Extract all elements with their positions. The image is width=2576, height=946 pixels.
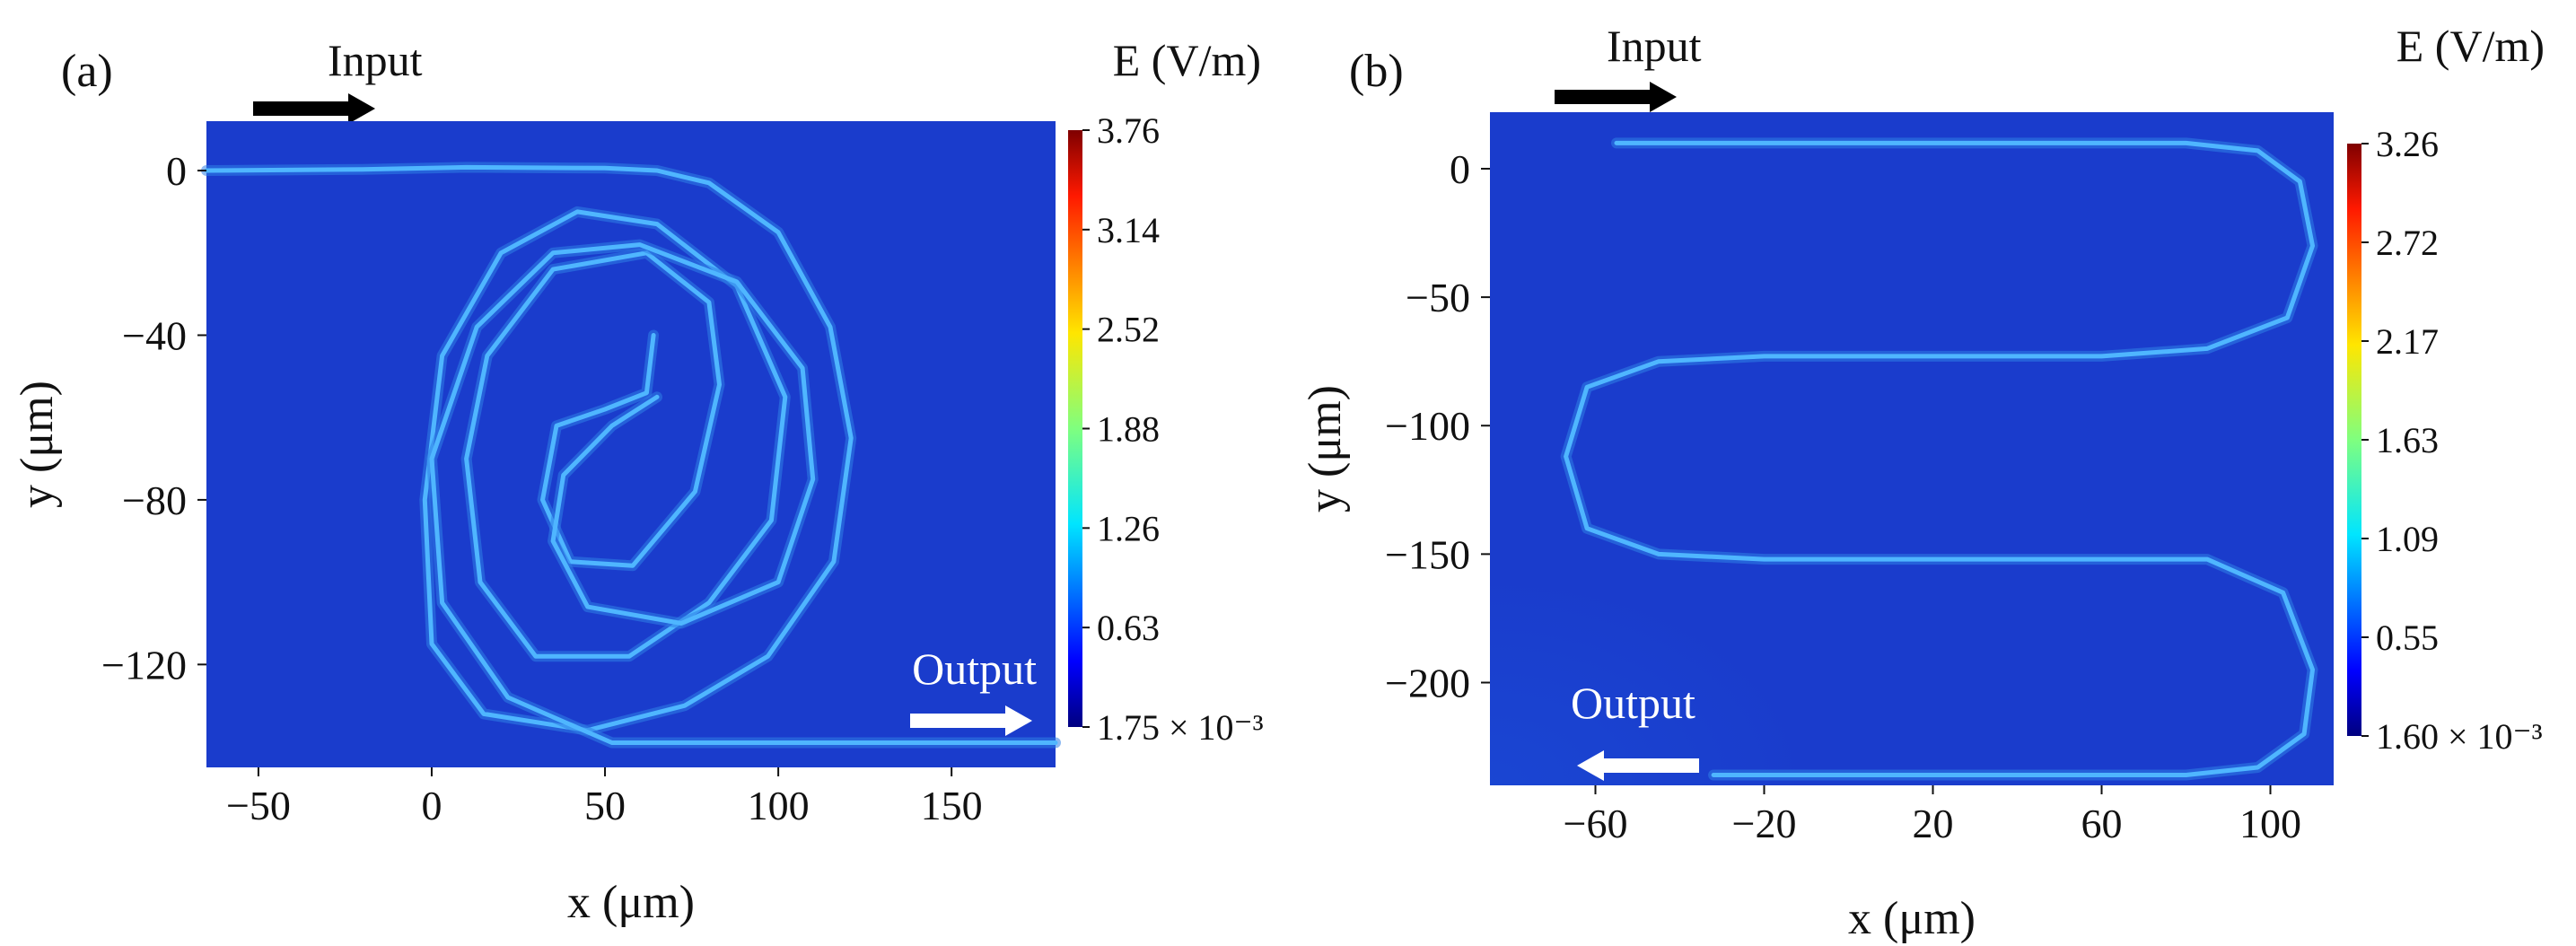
y-tick-label: −80 <box>122 477 187 523</box>
y-tick-label: 0 <box>1450 146 1470 192</box>
x-tick-label: −60 <box>1564 801 1628 846</box>
x-tick-label: 100 <box>2239 801 2301 846</box>
colorbar-tick-label: 0.55 <box>2376 618 2439 658</box>
colorbar-tick-label: 1.26 <box>1097 508 1160 548</box>
y-tick-label: −40 <box>122 312 187 358</box>
x-tick-label: 60 <box>2081 801 2123 846</box>
colorbar-tick-label: 3.76 <box>1097 110 1160 151</box>
x-tick-label: 100 <box>748 783 810 828</box>
panel-b-x-axis-label: x (μm) <box>1848 893 1976 944</box>
panel-b-ticks: −60 −20 20 60 100 0 −50 −100 −150 −200 <box>1385 146 2301 846</box>
panel-a-colorbar <box>1068 130 1082 727</box>
x-tick-label: 150 <box>921 783 983 828</box>
y-tick-label: −120 <box>101 642 187 688</box>
panel-a-y-axis-label: y (μm) <box>12 381 63 508</box>
y-tick-label: −200 <box>1385 660 1470 705</box>
colorbar-tick-label: 1.75 × 10⁻³ <box>1097 707 1264 748</box>
panel-b-output-glow <box>1490 574 1813 785</box>
panel-a-output-arrow <box>910 705 1032 736</box>
x-tick-label: 20 <box>1913 801 1954 846</box>
panel-a-input-label: Input <box>328 35 423 85</box>
panel-a-output-label: Output <box>912 644 1037 694</box>
panel-b-input-label: Input <box>1607 21 1702 71</box>
panel-a-waveguide <box>201 162 1061 749</box>
panel-b: (b) Input Output −60 −20 20 60 100 0 −50 −100 −1… <box>1300 21 2545 944</box>
colorbar-tick-label: 0.63 <box>1097 608 1160 648</box>
panel-b-label: (b) <box>1349 46 1404 97</box>
colorbar-tick-label: 1.88 <box>1097 409 1160 450</box>
y-tick-label: 0 <box>166 148 187 194</box>
y-tick-label: −50 <box>1406 275 1470 320</box>
y-tick-label: −100 <box>1385 403 1470 449</box>
panel-a-colorbar-label: E (V/m) <box>1113 35 1261 85</box>
colorbar-tick-label: 1.63 <box>2376 420 2439 460</box>
colorbar-tick-label: 3.14 <box>1097 210 1160 250</box>
waveguide-path <box>1564 140 2315 777</box>
x-tick-label: −20 <box>1732 801 1797 846</box>
panel-b-colorbar-label: E (V/m) <box>2396 21 2545 71</box>
panel-a-x-axis-label: x (μm) <box>567 877 695 928</box>
y-tick-label: −150 <box>1385 531 1470 577</box>
colorbar-tick-label: 2.52 <box>1097 310 1160 350</box>
colorbar-tick-label: 1.09 <box>2376 519 2439 559</box>
panel-b-output-arrow <box>1577 750 1699 781</box>
colorbar-tick-label: 2.17 <box>2376 321 2439 362</box>
panel-b-output-label: Output <box>1571 678 1695 728</box>
panel-b-colorbar-ticks: 3.26 2.72 2.17 1.63 1.09 0.55 1.60 × 10⁻³ <box>2361 124 2543 757</box>
waveguide-path-return <box>429 242 1058 745</box>
colorbar-tick-label: 1.60 × 10⁻³ <box>2376 716 2543 757</box>
panel-b-y-axis-label: y (μm) <box>1300 385 1351 512</box>
panel-a-label: (a) <box>61 46 113 97</box>
x-tick-label: −50 <box>226 783 291 828</box>
panel-b-waveguide <box>1560 137 2318 781</box>
panel-b-colorbar <box>2347 144 2361 736</box>
panel-a-colorbar-ticks: 3.76 3.14 2.52 1.88 1.26 0.63 1.75 × 10⁻³ <box>1082 110 1264 748</box>
panel-a-ticks: −50 0 50 100 150 0 −40 −80 −120 <box>101 148 983 828</box>
colorbar-tick-label: 3.26 <box>2376 124 2439 164</box>
x-tick-label: 0 <box>421 783 442 828</box>
panel-a: (a) Input Output −50 0 50 100 150 0 −40 −80 −120… <box>12 35 1264 928</box>
colorbar-tick-label: 2.72 <box>2376 223 2439 263</box>
x-tick-label: 50 <box>584 783 626 828</box>
panel-a-input-arrow <box>253 93 375 124</box>
panel-b-input-arrow <box>1555 82 1677 112</box>
